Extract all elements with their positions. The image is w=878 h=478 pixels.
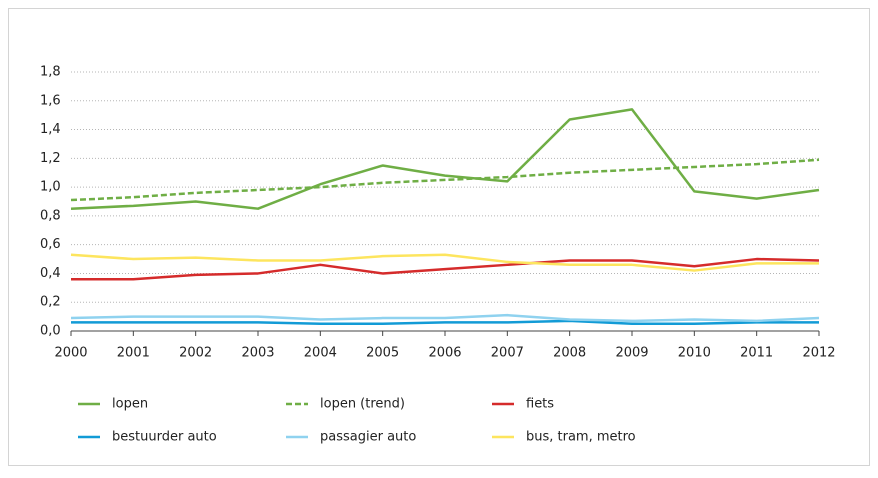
x-tick-label: 2004 bbox=[304, 346, 337, 361]
x-tick-label: 2007 bbox=[491, 346, 524, 361]
x-tick-label: 2010 bbox=[678, 346, 711, 361]
x-tick-label: 2003 bbox=[241, 346, 274, 361]
legend-label: fiets bbox=[526, 397, 554, 412]
x-tick-label: 2001 bbox=[117, 346, 150, 361]
series-line bbox=[71, 319, 819, 326]
legend-label: bestuurder auto bbox=[112, 430, 217, 445]
legend-label: passagier auto bbox=[320, 430, 416, 445]
series-line bbox=[70, 108, 820, 210]
y-tick-label: 1,2 bbox=[40, 151, 61, 166]
x-tick-label: 2006 bbox=[428, 346, 461, 361]
legend-label: lopen bbox=[112, 397, 148, 412]
x-tick-label: 2011 bbox=[740, 346, 773, 361]
y-tick-label: 1,8 bbox=[40, 65, 61, 80]
y-tick-label: 0,6 bbox=[40, 237, 61, 252]
y-tick-label: 0,4 bbox=[40, 266, 61, 281]
series-line bbox=[70, 158, 820, 202]
x-tick-label: 2002 bbox=[179, 346, 212, 361]
series-line bbox=[70, 253, 819, 272]
legend-label: bus, tram, metro bbox=[526, 430, 636, 445]
x-tick-label: 2005 bbox=[366, 346, 399, 361]
series-line bbox=[71, 257, 820, 281]
y-tick-label: 1,4 bbox=[40, 122, 61, 137]
x-tick-label: 2000 bbox=[54, 346, 87, 361]
y-tick-label: 0,2 bbox=[40, 295, 61, 310]
y-tick-label: 0,0 bbox=[40, 324, 61, 339]
frame bbox=[8, 8, 870, 466]
x-tick-label: 2008 bbox=[553, 346, 586, 361]
y-tick-label: 0,8 bbox=[40, 208, 61, 223]
legend-label: lopen (trend) bbox=[320, 397, 405, 412]
x-tick-label: 2009 bbox=[615, 346, 648, 361]
series-line bbox=[70, 313, 820, 323]
y-tick-label: 1,6 bbox=[40, 93, 61, 108]
y-tick-label: 1,0 bbox=[40, 180, 61, 195]
x-tick-label: 2012 bbox=[802, 346, 835, 361]
